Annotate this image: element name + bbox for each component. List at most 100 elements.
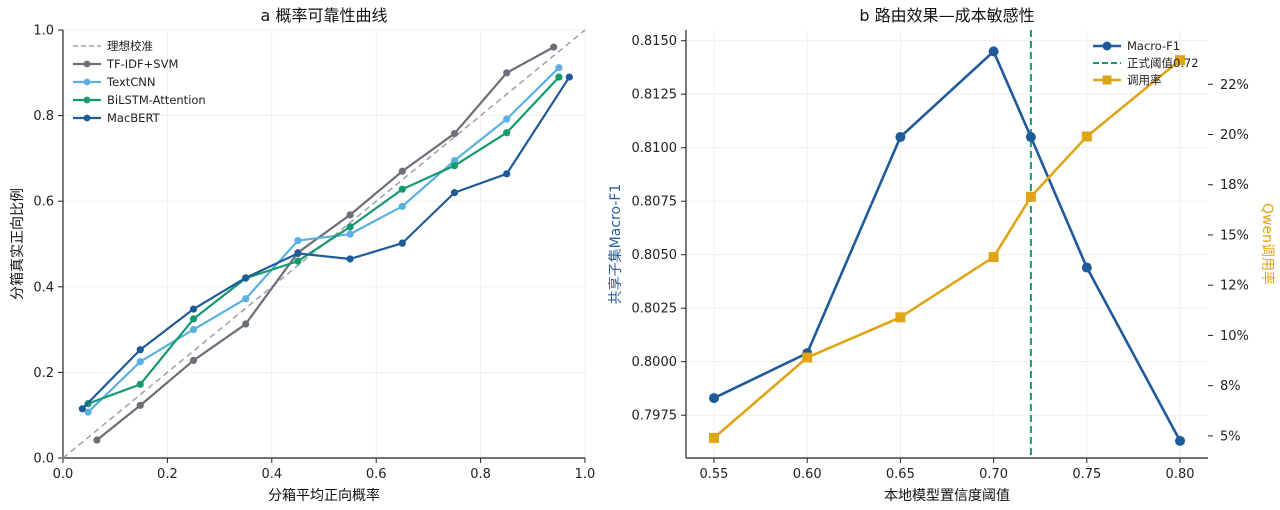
y2-tick-label: 8% [1220, 379, 1241, 394]
y-tick-label: 1.0 [33, 24, 54, 39]
data-point [136, 401, 144, 409]
data-point [450, 162, 459, 170]
data-point [294, 236, 302, 245]
y-tick-label: 0.8050 [632, 248, 678, 263]
data-point [555, 64, 563, 72]
x-tick-label: 0.70 [979, 467, 1008, 482]
data-point [189, 315, 198, 323]
data-point [565, 73, 573, 81]
data-point [708, 393, 719, 404]
x-tick-label: 0.4 [261, 467, 282, 482]
legend-label: BiLSTM-Attention [107, 93, 206, 107]
legend-label: TF-IDF+SVM [106, 57, 178, 71]
y2-tick-label: 22% [1220, 78, 1249, 93]
data-point [242, 320, 250, 328]
series-line-call-rate [713, 59, 1181, 439]
data-point [895, 132, 906, 142]
legend-marker [83, 78, 91, 86]
y-tick-label: 0.8025 [632, 302, 678, 317]
series-line-macbert [81, 76, 571, 410]
series-line-textcnn [87, 66, 560, 413]
data-point [78, 405, 86, 413]
y-tick-label: 0.8150 [632, 34, 678, 49]
data-point [895, 312, 906, 323]
data-point [550, 43, 558, 51]
y2-tick-label: 12% [1220, 279, 1249, 294]
data-point [802, 352, 813, 363]
x-axis-label: 分箱平均正向概率 [268, 487, 380, 504]
data-point [450, 129, 459, 138]
series-line-macro-f1 [713, 50, 1182, 442]
y-tick-label: 0.0 [33, 452, 54, 467]
y-tick-label: 0.8100 [632, 141, 678, 156]
series-line-tf-idf-svm [96, 46, 555, 441]
x-tick-label: 0.75 [1072, 467, 1101, 482]
x-tick-label: 0.0 [53, 467, 74, 482]
panel-a-reliability-chart: 0.0 0.2 0.4 0.6 0.8 1.0 0.0 0.2 0.4 0.6 0.8 1.0 a 概率… [10, 6, 595, 504]
y-tick-label: 0.8125 [632, 88, 678, 103]
data-point [1081, 262, 1092, 273]
data-point [708, 432, 719, 443]
data-point [988, 46, 999, 57]
data-point [242, 295, 250, 303]
data-point [398, 167, 406, 175]
data-point [189, 305, 198, 313]
data-point [93, 436, 101, 444]
data-point [988, 252, 999, 263]
legend-marker [1102, 75, 1112, 85]
data-point [136, 358, 144, 366]
data-point [136, 346, 144, 354]
panel-b-routing-chart: 0.55 0.60 0.65 0.70 0.75 0.80 0.7975 0.8000 0.80… [607, 6, 1276, 504]
y-tick-label: 0.8 [33, 109, 54, 124]
data-point [503, 115, 511, 123]
legend-label: 正式阈值0.72 [1127, 56, 1199, 70]
x-tick-label: 0.2 [157, 467, 178, 482]
y2-tick-label: 5% [1220, 429, 1241, 444]
legend: Macro-F1 正式阈值0.72 调用率 [1093, 39, 1199, 87]
data-point [294, 257, 302, 265]
x-axis-label: 本地模型置信度阈值 [884, 488, 1010, 504]
data-point [1025, 132, 1036, 142]
series-line-bilstm-attention [87, 76, 560, 405]
x-tick-label: 0.65 [886, 467, 915, 482]
data-point [189, 356, 198, 365]
data-point [450, 156, 459, 165]
legend-label: MacBERT [107, 111, 161, 125]
y2-tick-label: 20% [1220, 128, 1249, 143]
y2-tick-label: 18% [1220, 178, 1249, 193]
data-point [450, 189, 459, 197]
y2-axis-label: Qwen调用率 [1259, 203, 1276, 285]
y-tick-label: 0.2 [33, 366, 54, 381]
y-tick-label: 0.6 [33, 195, 54, 210]
ideal-calibration-line [62, 29, 586, 459]
data-point [346, 255, 354, 263]
legend-marker [83, 60, 91, 68]
y-tick-label: 0.4 [33, 280, 54, 295]
data-point [398, 202, 406, 210]
data-point [346, 223, 354, 231]
data-point [242, 274, 250, 282]
x-tick-label: 0.55 [699, 467, 728, 482]
legend-label: 调用率 [1127, 73, 1162, 87]
y2-tick-label: 15% [1220, 228, 1249, 243]
data-point [555, 73, 563, 81]
legend-marker [1102, 41, 1112, 51]
data-point [84, 408, 92, 416]
data-point [398, 239, 406, 247]
data-point [346, 230, 354, 238]
data-point [1025, 191, 1036, 202]
data-point [1081, 131, 1092, 142]
legend-label: TextCNN [106, 75, 156, 89]
data-point [294, 249, 302, 258]
y2-tick-label: 10% [1220, 329, 1249, 344]
x-tick-label: 1.0 [575, 467, 596, 482]
legend-marker [83, 96, 91, 104]
data-point [136, 380, 144, 388]
legend-marker [83, 114, 91, 122]
y-tick-label: 0.7975 [632, 409, 678, 424]
y-tick-label: 0.8000 [632, 355, 678, 370]
x-tick-label: 0.8 [470, 467, 491, 482]
chart-title: a 概率可靠性曲线 [261, 6, 388, 25]
data-point [189, 326, 198, 334]
